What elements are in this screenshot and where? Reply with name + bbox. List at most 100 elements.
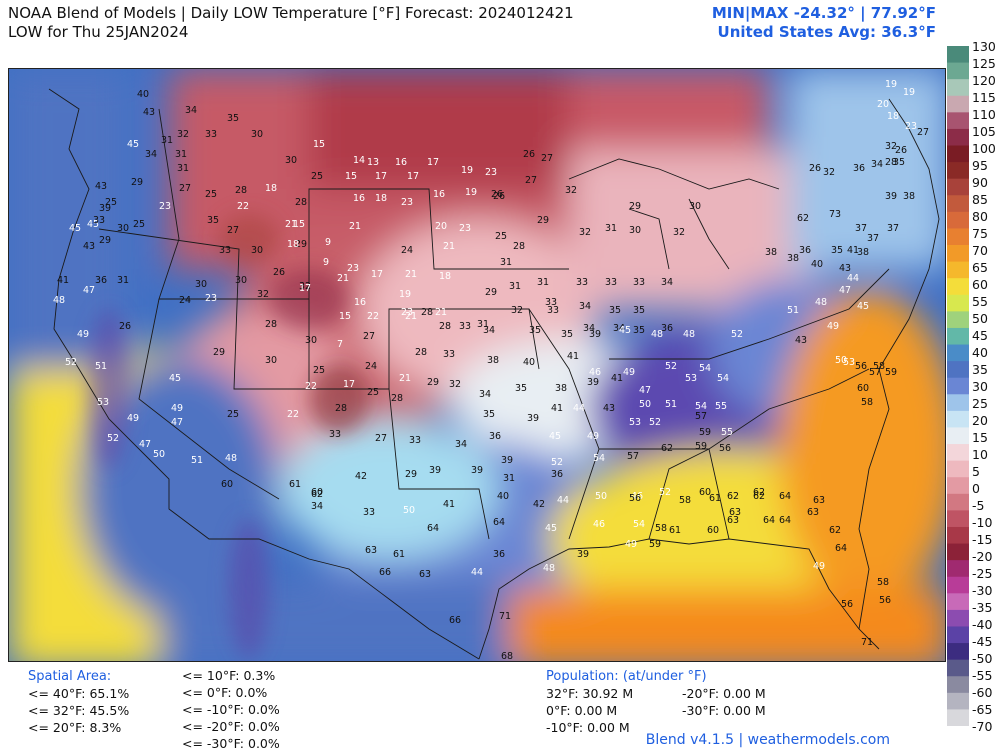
color-scale-label: 80 xyxy=(972,209,988,224)
temperature-label: 21 xyxy=(405,269,417,280)
temperature-label: 30 xyxy=(305,335,317,346)
temperature-label: 43 xyxy=(83,241,95,252)
temperature-label: 49 xyxy=(77,329,89,340)
temperature-label: 31 xyxy=(509,281,521,292)
color-scale-label: 90 xyxy=(972,175,988,190)
title-line-1: NOAA Blend of Models | Daily LOW Tempera… xyxy=(8,4,574,22)
color-scale-cell xyxy=(947,162,969,180)
temperature-label: 24 xyxy=(365,361,377,372)
population-row: 0°F: 0.00 M xyxy=(546,703,618,718)
temperature-label: 32 xyxy=(511,305,523,316)
temperature-label: 52 xyxy=(659,487,671,498)
temperature-label: 26 xyxy=(273,267,285,278)
temperature-label: 50 xyxy=(153,449,165,460)
temperature-label: 33 xyxy=(329,429,341,440)
temperature-label: 38 xyxy=(555,383,567,394)
temperature-label: 34 xyxy=(613,323,625,334)
color-scale-label: -55 xyxy=(972,668,993,683)
temperature-label: 31 xyxy=(117,275,129,286)
color-scale-label: 100 xyxy=(972,141,996,156)
temperature-label: 25 xyxy=(313,365,325,376)
temperature-label: 27 xyxy=(917,127,929,138)
temperature-label: 39 xyxy=(471,465,483,476)
color-scale-cell xyxy=(947,245,969,263)
temperature-label: 48 xyxy=(225,453,237,464)
temperature-label: 43 xyxy=(839,263,851,274)
temperature-label: 39 xyxy=(589,329,601,340)
temperature-label: 27 xyxy=(525,175,537,186)
color-scale-cell xyxy=(947,95,969,113)
us-average-readout: United States Avg: 36.3°F xyxy=(717,23,936,41)
temperature-label: 45 xyxy=(619,325,631,336)
temperature-label: 64 xyxy=(779,515,791,526)
color-scale-cell xyxy=(947,294,969,312)
color-scale-cell xyxy=(947,692,969,710)
temperature-label: 52 xyxy=(649,417,661,428)
temperature-label: 30 xyxy=(195,279,207,290)
temperature-label: 15 xyxy=(339,311,351,322)
color-scale-label: 10 xyxy=(972,447,988,462)
color-scale-cell xyxy=(947,626,969,644)
color-scale-label: 130 xyxy=(972,39,996,54)
temperature-label: 50 xyxy=(835,355,847,366)
temperature-label: 42 xyxy=(533,499,545,510)
color-scale-label: -25 xyxy=(972,566,993,581)
temperature-label: 63 xyxy=(729,507,741,518)
temperature-label: 19 xyxy=(903,87,915,98)
temperature-label: 22 xyxy=(367,311,379,322)
temperature-label: 51 xyxy=(787,305,799,316)
model-credit[interactable]: Blend v4.1.5 | weathermodels.com xyxy=(645,732,890,748)
temperature-label: 61 xyxy=(709,493,721,504)
color-scale-label: -35 xyxy=(972,600,993,615)
temperature-label: 35 xyxy=(483,409,495,420)
temperature-label: 40 xyxy=(523,357,535,368)
temperature-label: 28 xyxy=(235,185,247,196)
temperature-label: 63 xyxy=(365,545,377,556)
color-scale-label: 0 xyxy=(972,481,980,496)
temperature-label: 49 xyxy=(827,321,839,332)
spatial-area-column-2: <= 10°F: 0.3% <= 0°F: 0.0% <= -10°F: 0.0… xyxy=(182,667,280,752)
temperature-label: 45 xyxy=(857,301,869,312)
color-scale-cell xyxy=(947,377,969,395)
color-scale-cell xyxy=(947,112,969,130)
temperature-label: 29 xyxy=(131,177,143,188)
temperature-label: 20 xyxy=(877,99,889,110)
temperature-label: 71 xyxy=(861,637,873,648)
spatial-area-row: <= -30°F: 0.0% xyxy=(182,736,280,751)
temperature-label: 41 xyxy=(551,403,563,414)
temperature-label: 38 xyxy=(903,191,915,202)
temperature-label: 40 xyxy=(497,491,509,502)
temperature-label: 41 xyxy=(847,245,859,256)
temperature-label: 49 xyxy=(171,403,183,414)
min-max-readout: MIN|MAX -24.32° | 77.92°F xyxy=(711,4,936,22)
temperature-label: 18 xyxy=(287,239,299,250)
temperature-label: 35 xyxy=(515,383,527,394)
color-scale-cell xyxy=(947,576,969,594)
color-scale-cell xyxy=(947,145,969,163)
temperature-label: 58 xyxy=(877,577,889,588)
temperature-label: 23 xyxy=(205,293,217,304)
temperature-label: 62 xyxy=(753,487,765,498)
temperature-label: 64 xyxy=(779,491,791,502)
color-scale-label: 65 xyxy=(972,260,988,275)
temperature-label: 25 xyxy=(367,387,379,398)
temperature-label: 39 xyxy=(527,413,539,424)
temperature-label: 21 xyxy=(349,221,361,232)
spatial-area-row: <= 40°F: 65.1% xyxy=(28,686,130,701)
temperature-label: 26 xyxy=(809,163,821,174)
temperature-label: 28 xyxy=(421,307,433,318)
temperature-label: 64 xyxy=(493,517,505,528)
temperature-label: 41 xyxy=(57,275,69,286)
temperature-label: 33 xyxy=(576,277,588,288)
temperature-label: 15 xyxy=(293,219,305,230)
color-scale-cell xyxy=(947,444,969,462)
temperature-label: 44 xyxy=(573,403,585,414)
temperature-label: 36 xyxy=(551,469,563,480)
temperature-label: 64 xyxy=(835,543,847,554)
color-scale-cell xyxy=(947,410,969,428)
temperature-label: 41 xyxy=(567,351,579,362)
spatial-area-row: <= -20°F: 0.0% xyxy=(182,719,280,734)
temperature-label: 56 xyxy=(841,599,853,610)
color-scale-label: -10 xyxy=(972,515,993,530)
color-scale-cell xyxy=(947,79,969,97)
